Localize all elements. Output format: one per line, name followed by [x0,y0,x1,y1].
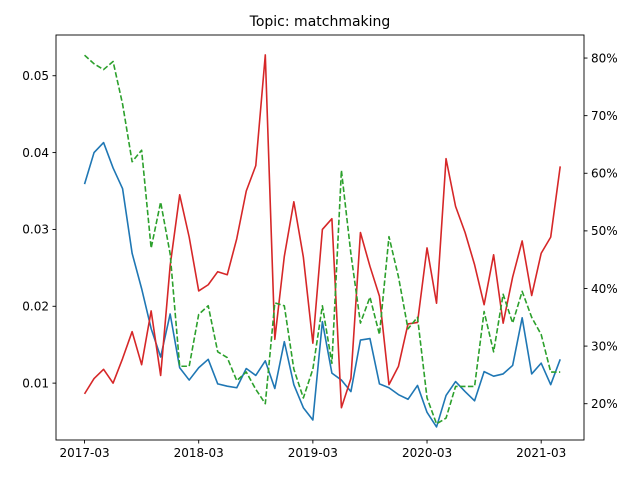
y2-tick-label: 30% [591,339,618,353]
plot-frame [55,34,585,441]
x-tick-label: 2017-03 [59,446,109,460]
y2-tick-label: 70% [591,109,618,123]
y2-tick-label: 60% [591,167,618,181]
y-tick-label: 0.04 [22,146,49,160]
y2-tick-label: 50% [591,224,618,238]
y-tick-label: 0.05 [22,69,49,83]
y2-tick-label: 80% [591,51,618,65]
plot-background [56,35,584,440]
series-line-2 [84,54,561,425]
y2-tick-label: 20% [591,397,618,411]
x-tick-label: 2018-03 [174,446,224,460]
y-tick-label: 0.02 [22,300,49,314]
series-layer [83,54,562,428]
axes-layer: 2017-03 2018-03 2019-03 2020-03 2021-03 0.01 0… [22,34,618,460]
x-tick-label: 2021-03 [516,446,566,460]
y-tick-label: 0.03 [22,223,49,237]
y-tick-label: 0.01 [22,376,49,390]
x-tick-label: 2019-03 [288,446,338,460]
series-line-1 [83,54,562,409]
x-tick-label: 2020-03 [402,446,452,460]
y2-tick-label: 40% [591,282,618,296]
chart-title: Topic: matchmaking [249,14,391,30]
